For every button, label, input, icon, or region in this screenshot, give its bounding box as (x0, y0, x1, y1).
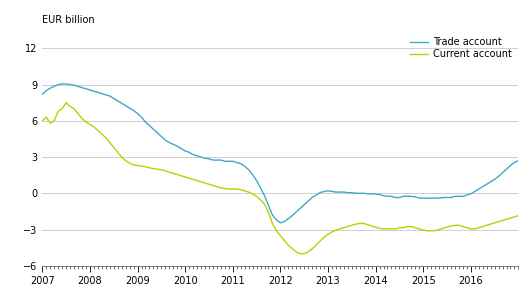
Trade account (217, 158, 224, 162)
Line: Trade account: Trade account (42, 84, 529, 223)
Current account (217, 186, 224, 190)
Current account (63, 101, 69, 104)
Current account (39, 119, 45, 123)
Trade account (504, 167, 510, 171)
Current account (297, 252, 304, 255)
Current account (504, 217, 510, 221)
Current account (126, 161, 133, 165)
Trade account (511, 161, 517, 164)
Trade account (59, 82, 66, 86)
Trade account (452, 194, 458, 198)
Trade account (39, 92, 45, 96)
Legend: Trade account, Current account: Trade account, Current account (408, 35, 514, 61)
Current account (511, 215, 517, 219)
Trade account (126, 106, 133, 110)
Current account (83, 120, 89, 124)
Line: Current account: Current account (42, 103, 529, 254)
Trade account (277, 221, 284, 225)
Current account (452, 223, 458, 227)
Trade account (83, 87, 89, 91)
Text: EUR billion: EUR billion (42, 15, 95, 25)
